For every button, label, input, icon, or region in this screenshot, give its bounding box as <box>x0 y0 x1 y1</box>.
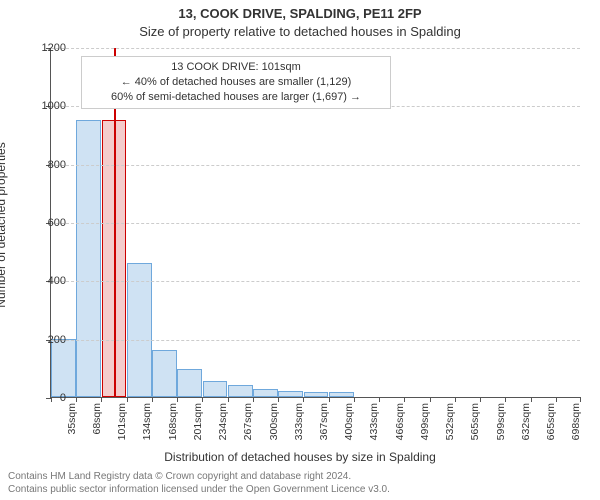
x-tick-mark <box>76 397 77 402</box>
attribution-line-1: Contains HM Land Registry data © Crown c… <box>8 470 390 483</box>
x-tick-mark <box>253 397 254 402</box>
x-tick-label: 433sqm <box>368 403 380 440</box>
annotation-box: 13 COOK DRIVE: 101sqm ← 40% of detached … <box>81 56 391 109</box>
x-tick-label: 35sqm <box>66 403 78 435</box>
x-tick-mark <box>278 397 279 402</box>
attribution-line-2: Contains public sector information licen… <box>8 483 390 496</box>
x-tick-mark <box>531 397 532 402</box>
histogram-bar <box>304 392 329 397</box>
x-tick-mark <box>580 397 581 402</box>
gridline <box>51 48 580 49</box>
x-tick-mark <box>228 397 229 402</box>
chart-subtitle: Size of property relative to detached ho… <box>0 24 600 39</box>
annotation-line-1: 13 COOK DRIVE: 101sqm <box>90 60 382 75</box>
x-tick-mark <box>329 397 330 402</box>
x-tick-mark <box>455 397 456 402</box>
histogram-bar <box>329 392 354 397</box>
x-tick-mark <box>404 397 405 402</box>
y-tick-label: 800 <box>26 159 66 171</box>
x-tick-label: 532sqm <box>444 403 456 440</box>
y-axis-label: Number of detached properties <box>0 60 8 225</box>
x-tick-label: 367sqm <box>318 403 330 440</box>
x-tick-mark <box>101 397 102 402</box>
x-tick-mark <box>127 397 128 402</box>
y-tick-label: 200 <box>26 334 66 346</box>
x-axis-label: Distribution of detached houses by size … <box>0 450 600 464</box>
gridline <box>51 223 580 224</box>
x-tick-label: 400sqm <box>343 403 355 440</box>
x-tick-mark <box>505 397 506 402</box>
x-tick-label: 665sqm <box>545 403 557 440</box>
histogram-bar <box>228 385 253 397</box>
x-tick-mark <box>152 397 153 402</box>
x-tick-label: 599sqm <box>495 403 507 440</box>
plot-area: 35sqm68sqm101sqm134sqm168sqm201sqm234sqm… <box>50 48 580 398</box>
histogram-bar <box>76 120 101 397</box>
x-tick-label: 499sqm <box>419 403 431 440</box>
histogram-bar <box>253 389 278 397</box>
histogram-bar <box>127 263 152 397</box>
x-tick-label: 101sqm <box>116 403 128 440</box>
x-tick-label: 234sqm <box>217 403 229 440</box>
y-tick-label: 0 <box>26 392 66 404</box>
x-tick-label: 267sqm <box>242 403 254 440</box>
x-tick-mark <box>177 397 178 402</box>
x-tick-label: 68sqm <box>91 403 103 435</box>
x-tick-label: 565sqm <box>469 403 481 440</box>
chart-container: 13, COOK DRIVE, SPALDING, PE11 2FP Size … <box>0 0 600 500</box>
x-tick-mark <box>556 397 557 402</box>
chart-title: 13, COOK DRIVE, SPALDING, PE11 2FP <box>0 6 600 21</box>
y-tick-label: 600 <box>26 217 66 229</box>
x-tick-label: 632sqm <box>520 403 532 440</box>
x-tick-mark <box>354 397 355 402</box>
gridline <box>51 281 580 282</box>
y-tick-label: 1200 <box>26 42 66 54</box>
x-tick-label: 300sqm <box>268 403 280 440</box>
annotation-line-3: 60% of semi-detached houses are larger (… <box>90 90 382 105</box>
x-tick-mark <box>303 397 304 402</box>
x-tick-label: 134sqm <box>141 403 153 440</box>
annotation-line-2: ← 40% of detached houses are smaller (1,… <box>90 75 382 90</box>
x-tick-label: 201sqm <box>192 403 204 440</box>
histogram-bar <box>177 369 202 397</box>
histogram-bar <box>152 350 177 397</box>
histogram-bar <box>278 391 303 397</box>
y-tick-label: 400 <box>26 275 66 287</box>
x-tick-mark <box>202 397 203 402</box>
attribution: Contains HM Land Registry data © Crown c… <box>8 470 390 496</box>
x-tick-label: 466sqm <box>394 403 406 440</box>
x-tick-label: 698sqm <box>570 403 582 440</box>
histogram-bar <box>51 339 76 397</box>
gridline <box>51 165 580 166</box>
x-tick-mark <box>430 397 431 402</box>
x-tick-label: 168sqm <box>167 403 179 440</box>
x-tick-mark <box>379 397 380 402</box>
y-tick-label: 1000 <box>26 100 66 112</box>
x-tick-label: 333sqm <box>293 403 305 440</box>
x-tick-mark <box>480 397 481 402</box>
gridline <box>51 340 580 341</box>
histogram-bar <box>203 381 228 397</box>
